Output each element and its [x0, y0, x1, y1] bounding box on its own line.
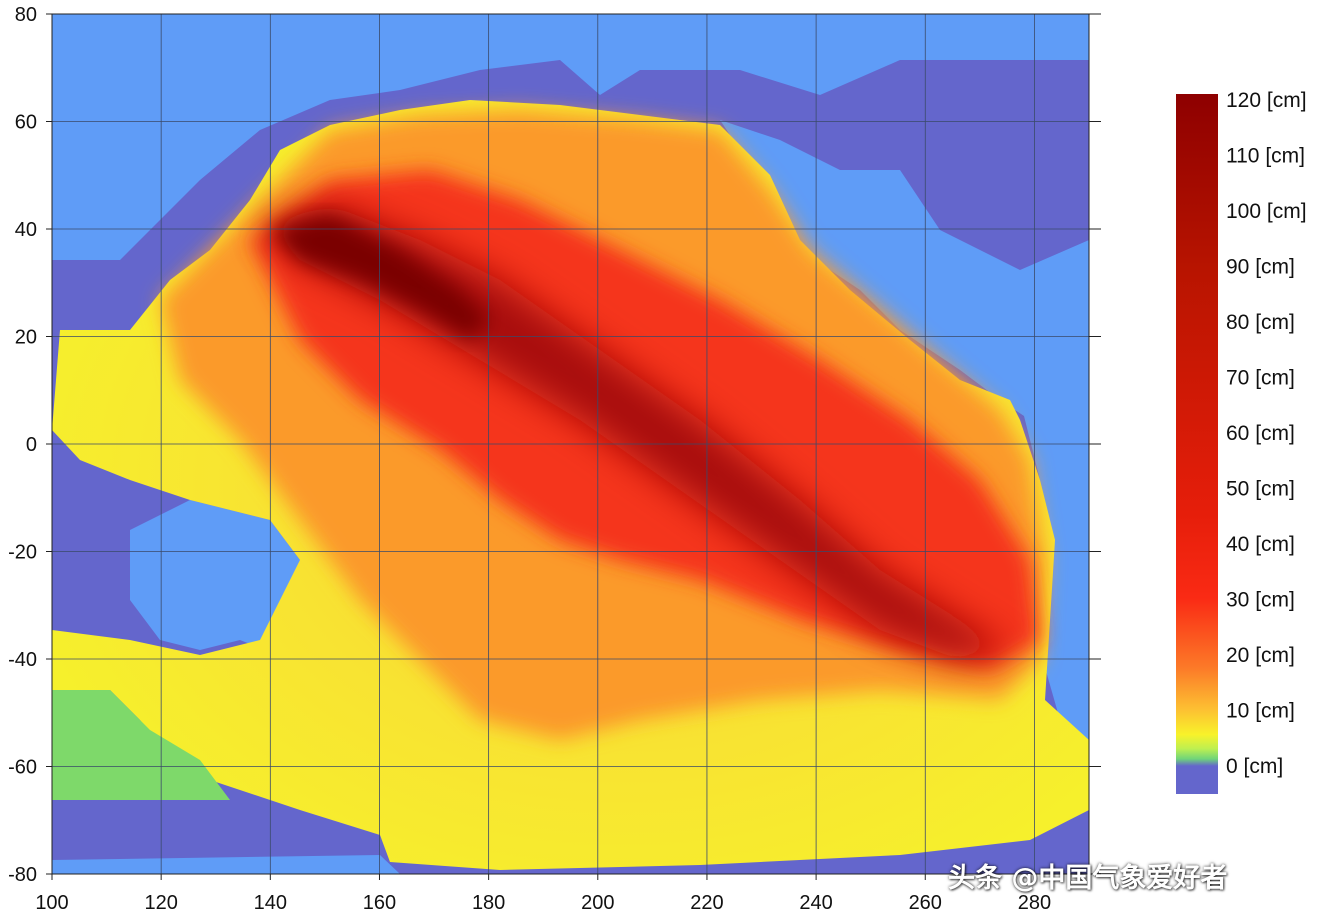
x-tick-label: 120: [144, 892, 177, 914]
y-tick-label: -20: [8, 542, 37, 564]
land-south-america: [1020, 400, 1089, 740]
colorbar-label: 80 [cm]: [1226, 311, 1295, 334]
field-green-southwest: [52, 690, 230, 800]
y-tick-label: -80: [8, 864, 37, 886]
y-tick-label: 40: [15, 219, 37, 241]
colorbar-label: 60 [cm]: [1226, 422, 1295, 445]
x-tick-label: 220: [690, 892, 723, 914]
colorbar-label: 110 [cm]: [1226, 145, 1305, 168]
colorbar-label: 30 [cm]: [1226, 589, 1295, 612]
colorbar-label: 10 [cm]: [1226, 700, 1295, 723]
colorbar-gradient: [1176, 94, 1218, 794]
watermark: 头条 @中国气象爱好者: [948, 863, 1228, 894]
x-tick-label: 240: [799, 892, 832, 914]
y-tick-label: 0: [26, 434, 37, 456]
colorbar-label: 70 [cm]: [1226, 367, 1295, 390]
colorbar-label: 40 [cm]: [1226, 533, 1295, 556]
x-tick-label: 160: [363, 892, 396, 914]
field-darkest-source: [270, 215, 490, 340]
x-tick-label: 280: [1018, 892, 1051, 914]
land-asia-north: [52, 14, 1089, 260]
land-masses: [52, 14, 1089, 874]
x-tick-label: 200: [581, 892, 614, 914]
land-antarctica-edge: [52, 855, 400, 874]
colorbar-label: 20 [cm]: [1226, 644, 1295, 667]
y-tick-label: 20: [15, 327, 37, 349]
colorbar-label: 100 [cm]: [1226, 200, 1307, 223]
colorbar-label: 120 [cm]: [1226, 89, 1307, 112]
x-tick-label: 140: [254, 892, 287, 914]
x-tick-label: 260: [909, 892, 942, 914]
colorbar: 120 [cm] 110 [cm] 100 [cm] 90 [cm] 80 [cm] 70…: [1176, 89, 1307, 794]
colorbar-label: 0 [cm]: [1226, 755, 1283, 778]
plot-area: [52, 14, 1089, 874]
x-axis: 100 120 140 160 180 200 220 240 260 280: [35, 874, 1051, 914]
y-tick-label: 60: [15, 112, 37, 134]
y-tick-label: 80: [15, 4, 37, 26]
x-tick-label: 100: [35, 892, 68, 914]
land-north-america: [720, 120, 1089, 470]
amplitude-field: [52, 100, 1089, 870]
colorbar-label: 50 [cm]: [1226, 478, 1295, 501]
colorbar-label: 90 [cm]: [1226, 256, 1295, 279]
gridlines: [52, 14, 1089, 874]
colorbar-labels: 120 [cm] 110 [cm] 100 [cm] 90 [cm] 80 [cm] 70…: [1226, 89, 1307, 778]
y-tick-label: -40: [8, 649, 37, 671]
x-tick-label: 180: [472, 892, 505, 914]
y-tick-label: -60: [8, 757, 37, 779]
y-axis: 80 60 40 20 0 -20 -40 -60 -80: [8, 4, 1101, 886]
